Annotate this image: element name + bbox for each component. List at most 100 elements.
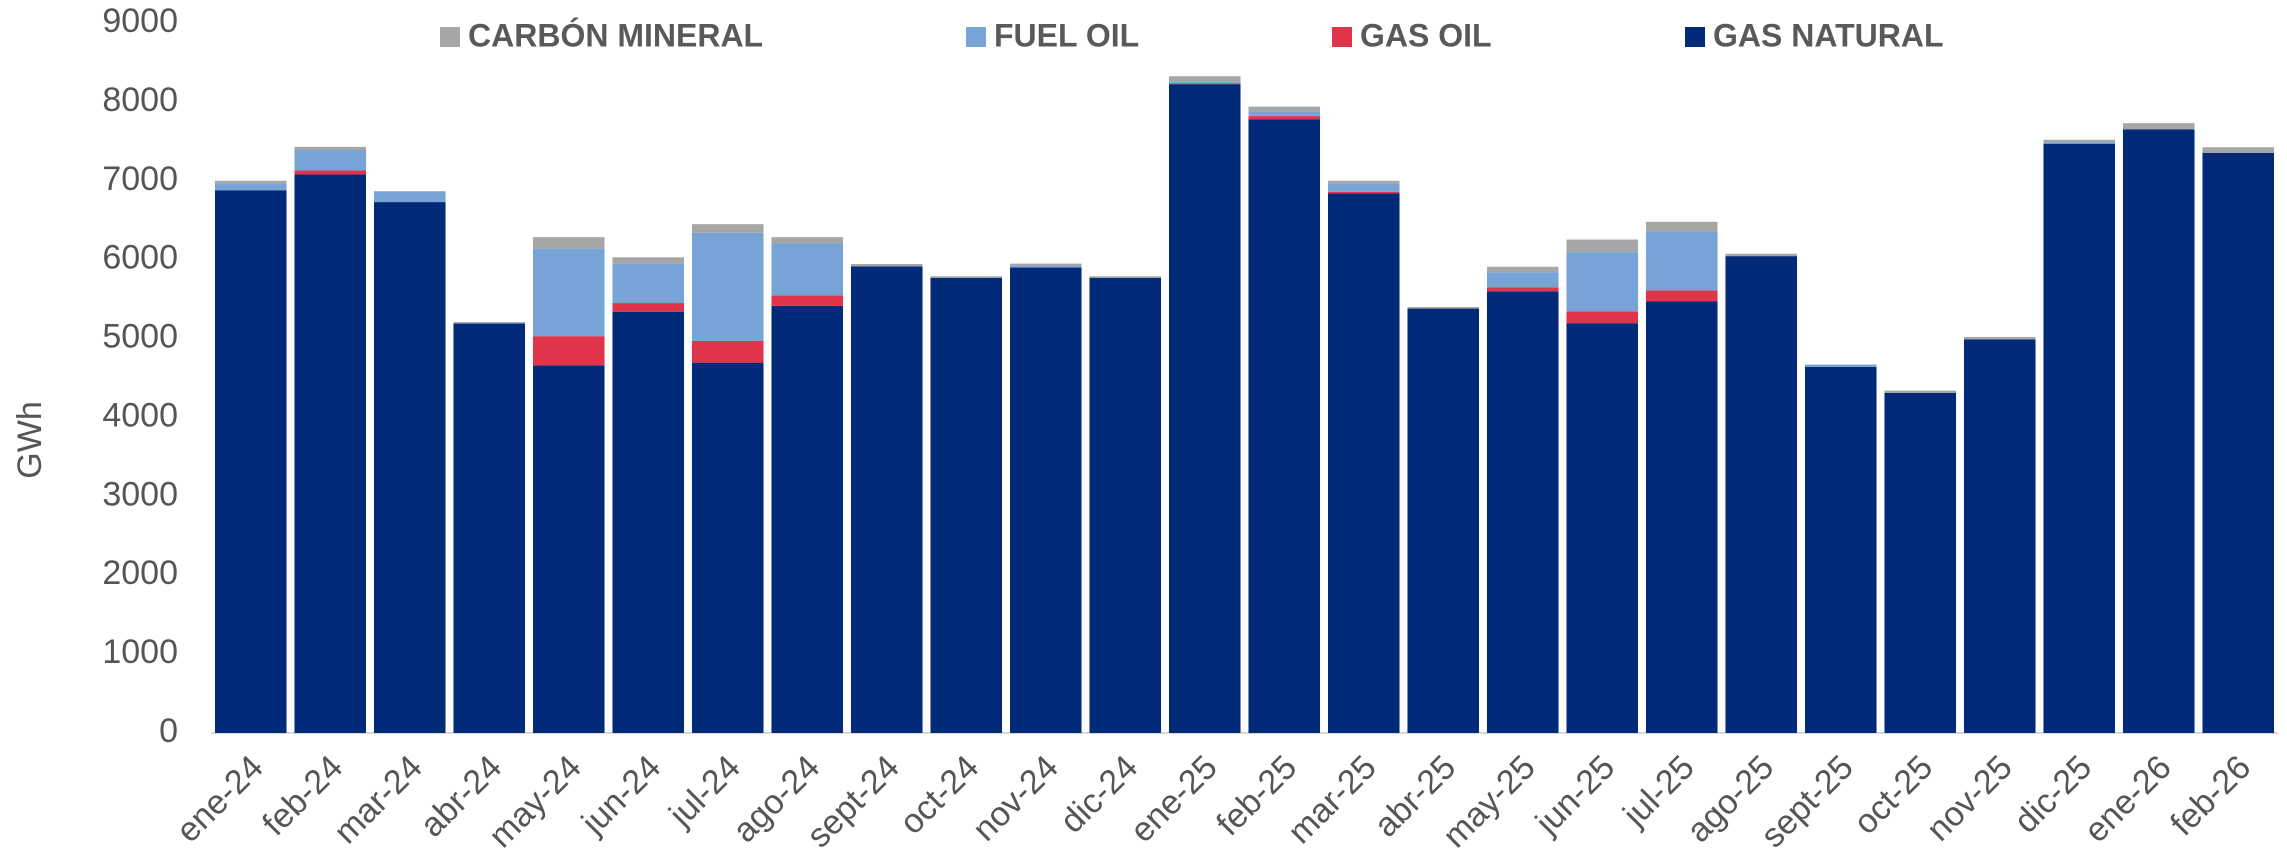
y-tick-label: 0: [159, 712, 178, 750]
bar-segment: [1804, 364, 1877, 367]
x-tick-label: nov-24: [965, 748, 1065, 848]
bar-segment: [532, 365, 605, 733]
bar-segment: [2202, 147, 2275, 153]
legend-swatch: [1685, 27, 1705, 47]
bar-segment: [294, 146, 367, 151]
bar-segment: [453, 322, 526, 324]
legend-swatch: [966, 27, 986, 47]
bar-segment: [2043, 143, 2116, 733]
bar-segment: [1566, 252, 1639, 312]
x-tick-label: nov-25: [1919, 748, 2019, 848]
bar-segment: [1884, 390, 1957, 393]
y-tick-label: 1000: [102, 633, 178, 671]
bar-segment: [453, 323, 526, 733]
bar-segment: [1407, 307, 1480, 309]
bar-segment: [2122, 123, 2195, 130]
bar-segment: [1168, 81, 1241, 84]
bar-segment: [1168, 83, 1241, 85]
bar-segment: [1009, 267, 1082, 733]
bar-segment: [214, 183, 287, 191]
y-tick-label: 6000: [102, 239, 178, 277]
bar-segment: [1009, 263, 1082, 266]
bar-segment: [1566, 323, 1639, 733]
bar-segment: [294, 174, 367, 733]
bar-segment: [930, 277, 1003, 733]
bar-segment: [1645, 301, 1718, 733]
bar-segment: [1248, 106, 1321, 112]
bar-segment: [771, 305, 844, 733]
bar-segment: [1168, 76, 1241, 82]
x-tick-label: jun-24: [574, 748, 668, 842]
bar-segment: [214, 190, 287, 733]
bar-segment: [2202, 152, 2275, 733]
bar-segment: [1963, 336, 2036, 340]
bar-segment: [850, 264, 923, 267]
x-tick-label: ene-26: [2077, 748, 2179, 850]
bar-segment: [612, 303, 685, 312]
x-tick-label: feb-26: [2163, 748, 2258, 843]
bar-segment: [930, 276, 1003, 278]
bar-segment: [1645, 231, 1718, 291]
bar-segment: [1486, 266, 1559, 273]
bar-segment: [691, 232, 764, 341]
bar-segment: [691, 340, 764, 363]
x-tick-label: ene-25: [1123, 748, 1225, 850]
bar-segment: [1248, 116, 1321, 120]
y-tick-label: 7000: [102, 160, 178, 198]
legend-label: CARBÓN MINERAL: [468, 17, 763, 53]
bar-segment: [1327, 180, 1400, 184]
bar-segment: [294, 170, 367, 175]
bar-segment: [532, 248, 605, 337]
y-tick-label: 2000: [102, 554, 178, 592]
bar-segment: [1963, 339, 2036, 733]
bar-segment: [1089, 277, 1162, 733]
bar-segment: [1645, 221, 1718, 232]
bar-segment: [771, 237, 844, 244]
bar-segment: [1327, 191, 1400, 194]
bar-segment: [771, 295, 844, 306]
bar-segment: [1407, 308, 1480, 733]
y-tick-label: 4000: [102, 396, 178, 434]
y-tick-label: 9000: [102, 2, 178, 40]
legend-swatch: [1332, 27, 1352, 47]
y-axis-label: GWh: [11, 401, 49, 478]
bar-segment: [1009, 265, 1082, 268]
legend-swatch: [440, 27, 460, 47]
bar-segment: [1486, 291, 1559, 733]
bar-segment: [1327, 183, 1400, 192]
bar-segment: [532, 237, 605, 249]
bar-segment: [214, 180, 287, 184]
legend-label: FUEL OIL: [994, 17, 1139, 53]
bar-segment: [612, 263, 685, 304]
bar-segment: [2043, 139, 2116, 143]
bar-segment: [1327, 193, 1400, 733]
bar-segment: [532, 336, 605, 366]
bar-segment: [1248, 111, 1321, 117]
bar-segment: [2043, 142, 2116, 144]
bar-segment: [2122, 129, 2195, 733]
bar-segment: [453, 321, 526, 323]
bar-segment: [373, 191, 446, 203]
bar-segment: [373, 191, 446, 192]
legend-label: GAS NATURAL: [1713, 17, 1944, 53]
bar-segment: [1168, 84, 1241, 733]
bar-segment: [1566, 239, 1639, 253]
bar-segment: [612, 257, 685, 264]
bar-segment: [1089, 276, 1162, 278]
bar-segment: [691, 362, 764, 733]
x-tick-label: jun-25: [1528, 748, 1622, 842]
x-tick-label: ene-24: [169, 748, 271, 850]
bar-segment: [850, 266, 923, 733]
y-tick-label: 8000: [102, 81, 178, 119]
y-tick-label: 3000: [102, 475, 178, 513]
y-tick-label: 5000: [102, 318, 178, 356]
legend-label: GAS OIL: [1360, 17, 1492, 53]
bar-segment: [771, 243, 844, 296]
bar-segment: [294, 150, 367, 171]
bar-segment: [691, 224, 764, 233]
bar-segment: [1725, 256, 1798, 733]
x-tick-label: mar-25: [1281, 748, 1384, 851]
bar-segment: [1486, 287, 1559, 292]
bar-segment: [1725, 253, 1798, 257]
